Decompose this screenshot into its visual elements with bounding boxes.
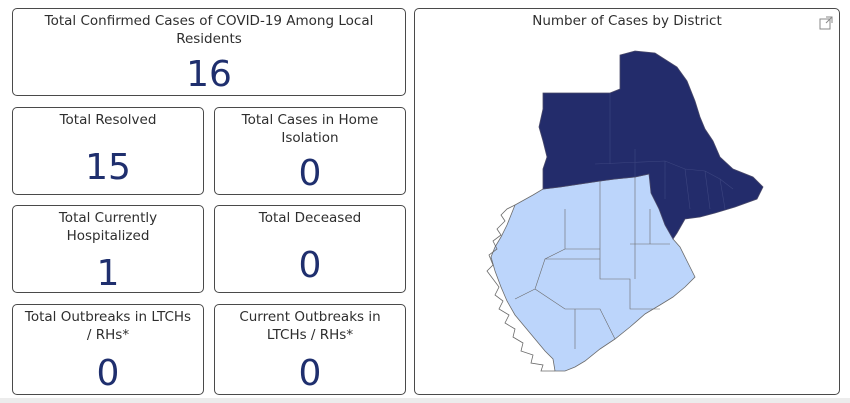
hospitalized-card: Total Currently Hospitalized 1 [12,205,204,294]
total-resolved-card: Total Resolved 15 [12,107,204,195]
total-confirmed-value: 16 [186,54,232,95]
north-internal-boundaries [594,93,734,210]
home-isolation-card: Total Cases in Home Isolation 0 [214,107,406,195]
deceased-value: 0 [298,245,322,286]
south-coastline [486,204,555,372]
hospitalized-label: Total Currently Hospitalized [58,210,158,244]
total-outbreaks-label: Total Outbreaks in LTCHs / RHs* [24,309,192,343]
total-confirmed-label: Total Confirmed Cases of COVID-19 Among … [44,13,374,47]
hospitalized-value: 1 [96,253,120,294]
district-map-panel[interactable]: Number of Cases by District [414,8,840,395]
district-map[interactable] [415,9,839,394]
total-resolved-value: 15 [85,147,131,188]
total-outbreaks-value: 0 [96,353,120,394]
focus-mode-icon[interactable] [819,15,833,30]
bottom-scroll-strip [0,398,850,403]
current-outbreaks-label: Current Outbreaks in LTCHs / RHs* [239,309,381,343]
deceased-label: Total Deceased [258,210,362,226]
deceased-card: Total Deceased 0 [214,205,406,293]
home-isolation-value: 0 [298,153,322,194]
north-district-region[interactable] [538,50,764,240]
total-outbreaks-card: Total Outbreaks in LTCHs / RHs* 0 [12,304,204,395]
total-confirmed-card: Total Confirmed Cases of COVID-19 Among … [12,8,406,96]
total-resolved-label: Total Resolved [59,112,157,128]
map-title: Number of Cases by District [532,13,722,29]
current-outbreaks-card: Current Outbreaks in LTCHs / RHs* 0 [214,304,406,395]
south-internal-boundaries [514,177,670,349]
home-isolation-label: Total Cases in Home Isolation [241,112,379,146]
current-outbreaks-value: 0 [298,353,322,394]
